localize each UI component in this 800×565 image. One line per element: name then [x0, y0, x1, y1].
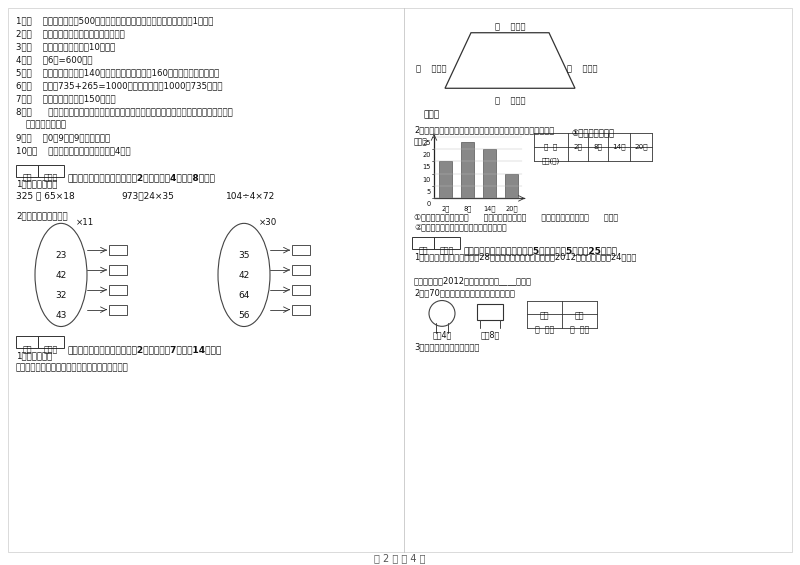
Bar — [477, 305, 503, 320]
Text: 14时: 14时 — [483, 205, 496, 212]
Text: 14时: 14时 — [612, 144, 626, 150]
Text: （  ）张: （ ）张 — [570, 325, 589, 334]
Text: 2．（    ）小明面对着东方时，背对着西方。: 2．（ ）小明面对着东方时，背对着西方。 — [16, 29, 125, 38]
Text: 1．（    ）小明家离学校500米，他每天上学、回家，一个来回一共要走1千米。: 1．（ ）小明家离学校500米，他每天上学、回家，一个来回一共要走1千米。 — [16, 16, 214, 25]
Text: （    ）毫米: （ ）毫米 — [494, 96, 526, 105]
Text: 23: 23 — [55, 251, 66, 260]
Text: 9．（    ）0．9里有9个十分之一。: 9．（ ）0．9里有9个十分之一。 — [16, 134, 110, 143]
Text: 1．动手操作。: 1．动手操作。 — [16, 351, 52, 360]
Text: 35: 35 — [238, 251, 250, 260]
Text: 6．（    ）根据735+265=1000，可以直接写出1000－735的差。: 6．（ ）根据735+265=1000，可以直接写出1000－735的差。 — [16, 81, 222, 90]
Text: 气温(度): 气温(度) — [542, 158, 560, 164]
Bar — [505, 174, 518, 198]
Text: 56: 56 — [238, 311, 250, 320]
Text: 8．（      ）用同一条铁丝先围成一个最大的正方形，再围成一个最大的长方形，长方形和正: 8．（ ）用同一条铁丝先围成一个最大的正方形，再围成一个最大的长方形，长方形和正 — [16, 107, 233, 116]
Text: 10: 10 — [422, 177, 431, 182]
Bar — [292, 265, 310, 275]
Text: 5: 5 — [426, 189, 431, 195]
Text: 2时: 2时 — [574, 144, 582, 150]
Text: 3．（    ）小明家客厅面积是10公顿。: 3．（ ）小明家客厅面积是10公顿。 — [16, 42, 115, 51]
Text: （  ）张: （ ）张 — [535, 325, 554, 334]
Text: 0: 0 — [426, 201, 431, 207]
Bar — [292, 305, 310, 315]
Text: 8时: 8时 — [463, 205, 472, 212]
Text: 20时: 20时 — [634, 144, 648, 150]
Text: 8时: 8时 — [594, 144, 602, 150]
Text: 量出每条边的长度，以毫米为单位，并计算周长。: 量出每条边的长度，以毫米为单位，并计算周长。 — [16, 363, 129, 372]
Bar — [483, 149, 496, 198]
Text: 五、认真思考，综合能力（共2小题，每题7分，共14分）。: 五、认真思考，综合能力（共2小题，每题7分，共14分）。 — [68, 345, 222, 354]
Text: （    ）毫米: （ ）毫米 — [494, 23, 526, 32]
Text: 得分: 得分 — [418, 246, 428, 255]
Text: ①根据统计图填表: ①根据统计图填表 — [571, 129, 614, 138]
Bar — [16, 336, 38, 349]
Text: 2时: 2时 — [442, 205, 450, 212]
Text: 方桌: 方桌 — [574, 311, 584, 320]
Text: 1．一头奶牛一天大约可挈奢28千克。照这样计算，这头奶牛2012年二月份可挈奢24千克？: 1．一头奶牛一天大约可挈奢28千克。照这样计算，这头奶牛2012年二月份可挈奢2… — [414, 252, 636, 261]
Text: 10．（    ）正方形的周长是它的边长的4倍。: 10．（ ）正方形的周长是它的边长的4倍。 — [16, 147, 130, 156]
Text: （    ）毫米: （ ）毫米 — [567, 64, 598, 73]
Text: 四、看清题目，细心计算（共2小题，每题4分，共8分）。: 四、看清题目，细心计算（共2小题，每题4分，共8分）。 — [68, 174, 216, 182]
Text: 64: 64 — [238, 291, 250, 300]
Text: 43: 43 — [55, 311, 66, 320]
Text: 每桌8人: 每桌8人 — [480, 331, 500, 340]
Text: 325 ＋ 65×18: 325 ＋ 65×18 — [16, 192, 74, 201]
Text: 104÷4×72: 104÷4×72 — [226, 192, 275, 201]
Bar — [38, 336, 64, 349]
Text: 周长：: 周长： — [424, 110, 440, 119]
Text: 方形的周长相等。: 方形的周长相等。 — [26, 120, 67, 129]
Text: 圆桌: 圆桌 — [540, 311, 550, 320]
Text: 42: 42 — [238, 271, 250, 280]
Text: 32: 32 — [55, 291, 66, 300]
Bar — [292, 245, 310, 255]
Text: 时  间: 时 间 — [544, 144, 558, 150]
Text: 六、活用知识，解决问题（共5小题，每题5分，共25分）。: 六、活用知识，解决问题（共5小题，每题5分，共25分）。 — [464, 246, 618, 255]
Bar — [109, 305, 127, 315]
Bar — [109, 265, 127, 275]
Bar — [412, 237, 434, 249]
Text: ②实际算一算，这天的平均气温是多少度？: ②实际算一算，这天的平均气温是多少度？ — [414, 223, 506, 232]
Text: 每桌4人: 每桌4人 — [432, 331, 452, 340]
Text: 3．根据图片内容回答问题。: 3．根据图片内容回答问题。 — [414, 342, 479, 351]
Text: 2．算一算，填一填。: 2．算一算，填一填。 — [16, 211, 68, 220]
Text: 评卷人: 评卷人 — [44, 345, 58, 354]
Text: 得分: 得分 — [22, 174, 32, 182]
Bar — [434, 237, 460, 249]
Text: 20时: 20时 — [506, 205, 518, 212]
Bar — [439, 162, 452, 198]
Text: 15: 15 — [422, 164, 431, 171]
Text: 得分: 得分 — [22, 345, 32, 354]
Text: 4．（    ）6分=600秒。: 4．（ ）6分=600秒。 — [16, 55, 93, 64]
Text: 2．有70位客人用餐，可以怎样安排桌子？: 2．有70位客人用餐，可以怎样安排桌子？ — [414, 289, 515, 298]
Text: ①这一天的最高气温是（      ）度，最低气温是（      ）度，平均气温大约（      ）度。: ①这一天的最高气温是（ ）度，最低气温是（ ）度，平均气温大约（ ）度。 — [414, 212, 618, 221]
Text: 1．递等式计算。: 1．递等式计算。 — [16, 180, 58, 189]
Text: 2．下面是气温自测仪上记录的某天四个不同时间的气温情况：: 2．下面是气温自测仪上记录的某天四个不同时间的气温情况： — [414, 125, 554, 134]
Text: 973－24×35: 973－24×35 — [121, 192, 174, 201]
Text: 5．（    ）一条河平均水深140厘米，一匹小马身高是160厘米，它肯定能通过。: 5．（ ）一条河平均水深140厘米，一匹小马身高是160厘米，它肯定能通过。 — [16, 68, 219, 77]
Text: 25: 25 — [422, 140, 431, 146]
Bar — [292, 285, 310, 295]
Text: （    ）毫米: （ ）毫米 — [416, 64, 446, 73]
Bar — [109, 285, 127, 295]
Text: 第 2 页 共 4 页: 第 2 页 共 4 页 — [374, 554, 426, 563]
Bar — [38, 165, 64, 177]
Text: ×30: ×30 — [259, 219, 278, 227]
Text: 评卷人: 评卷人 — [44, 174, 58, 182]
Bar — [109, 245, 127, 255]
Text: 42: 42 — [55, 271, 66, 280]
Bar — [461, 142, 474, 198]
Text: 答：这头奶牛2012年二月份可挈奢____千克。: 答：这头奶牛2012年二月份可挈奢____千克。 — [414, 276, 532, 285]
Text: ×11: ×11 — [76, 219, 94, 227]
Text: 20: 20 — [422, 152, 431, 158]
Text: （度）: （度） — [414, 137, 428, 146]
Bar — [16, 165, 38, 177]
Text: 评卷人: 评卷人 — [440, 246, 454, 255]
Text: 7．（    ）一本故事书约重150千克。: 7．（ ）一本故事书约重150千克。 — [16, 94, 116, 103]
